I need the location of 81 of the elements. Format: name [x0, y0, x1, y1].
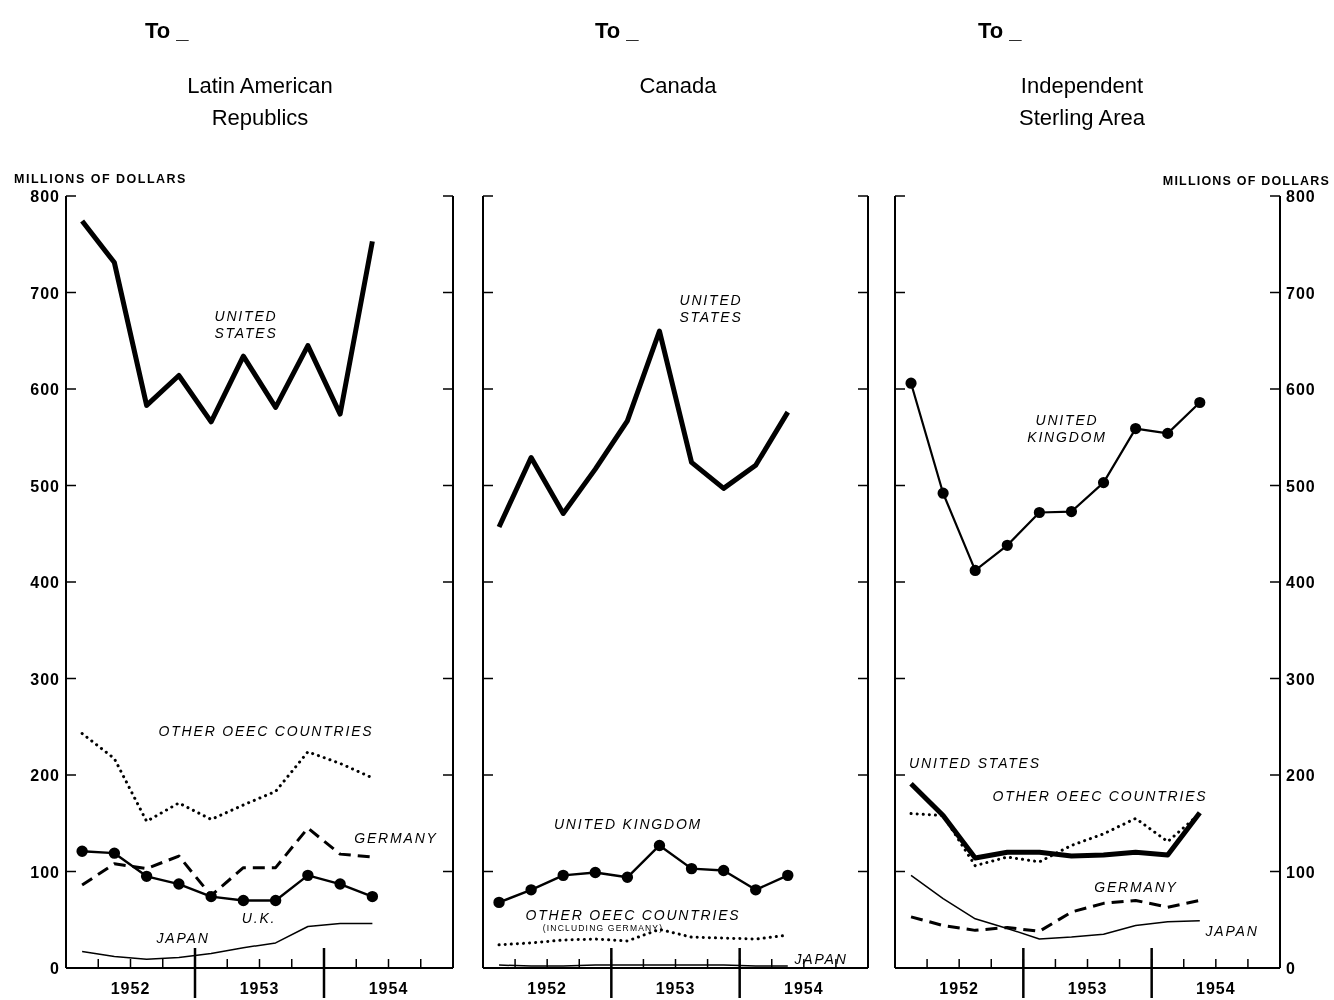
point [237, 894, 250, 907]
series-label: U.K. [241, 910, 277, 926]
series-label: JAPAN [793, 951, 848, 967]
point [653, 839, 666, 852]
point [937, 487, 949, 499]
chart-subtitle: Latin American Republics [186, 72, 334, 132]
y-tick-label: 800 [30, 188, 60, 205]
point [1162, 427, 1174, 439]
series-label: OTHER OEEC COUNTRIES [992, 788, 1208, 804]
y2-tick-label: 0 [1286, 960, 1296, 977]
series-label: UNITED KINGDOM [1027, 412, 1107, 445]
x-tick-label: 1953 [1067, 980, 1108, 997]
text: UNITED STATES [214, 308, 278, 341]
point [302, 869, 314, 882]
point [557, 869, 569, 882]
point [905, 377, 917, 389]
point [525, 884, 537, 896]
point [140, 870, 153, 883]
chart-subtitle: Independent Sterling Area [1018, 72, 1146, 132]
annotation: (INCLUDING GERMANY) [542, 923, 664, 933]
y-tick-label: 100 [30, 863, 60, 881]
y2-axis-title: MILLIONS OF DOLLARS [1162, 174, 1330, 188]
y2-tick-label: 500 [1286, 477, 1316, 495]
text: UNITED KINGDOM [553, 816, 703, 832]
point [1097, 477, 1110, 489]
y-tick-label: 600 [30, 381, 60, 398]
series-label: OTHER OEEC COUNTRIES [525, 907, 741, 923]
series-label: GERMANY [354, 830, 438, 846]
x-tick-label: 1953 [655, 980, 696, 997]
x-tick-label: 1952 [527, 980, 567, 997]
point [269, 894, 282, 907]
chart-title: To _ [145, 18, 189, 44]
point [76, 845, 88, 857]
chart-title: To _ [978, 18, 1022, 44]
y-tick-label: 200 [30, 767, 60, 784]
y2-tick-label: 100 [1286, 863, 1316, 881]
y2-tick-label: 800 [1286, 188, 1316, 205]
point [366, 890, 379, 903]
point [173, 878, 185, 890]
y2-tick-label: 700 [1286, 284, 1316, 302]
point [1194, 396, 1206, 409]
x-tick-label: 1954 [1196, 980, 1236, 997]
point [782, 869, 794, 882]
y2-tick-label: 300 [1286, 670, 1316, 688]
y-tick-label: 0 [50, 960, 60, 977]
point [750, 884, 762, 896]
series-label: JAPAN [155, 930, 210, 946]
chart-title: To _ [595, 18, 639, 44]
point [717, 864, 730, 877]
point [969, 564, 981, 577]
point [493, 896, 505, 909]
x-tick-label: 1954 [784, 980, 824, 997]
point [1065, 505, 1078, 518]
point [205, 890, 217, 903]
y-tick-label: 400 [30, 574, 60, 591]
y-tick-label: 700 [30, 284, 60, 302]
line-series [910, 874, 1201, 940]
point [108, 847, 121, 859]
x-tick-label: 1953 [239, 980, 280, 997]
point [621, 871, 634, 883]
point [685, 862, 698, 875]
point [1033, 506, 1045, 519]
y2-tick-label: 200 [1286, 767, 1316, 784]
y-axis-title: MILLIONS OF DOLLARS [14, 172, 187, 186]
series-label: UNITED STATES [909, 755, 1041, 771]
y2-tick-label: 600 [1286, 381, 1316, 398]
point [334, 878, 346, 890]
x-tick-label: 1954 [368, 980, 409, 997]
point [1001, 539, 1013, 551]
text: OTHER OEEC COUNTRIES [158, 723, 374, 739]
y-tick-label: 500 [30, 477, 60, 495]
chart-subtitle: Canada [638, 72, 718, 100]
y-tick-label: 300 [30, 670, 60, 688]
point [1130, 422, 1142, 435]
x-tick-label: 1952 [939, 980, 979, 997]
y2-tick-label: 400 [1286, 574, 1316, 591]
series-label: JAPAN [1204, 923, 1259, 939]
point [589, 866, 601, 879]
series-label: UNITED STATES [679, 292, 743, 325]
x-tick-label: 1952 [110, 980, 151, 997]
series-label: GERMANY [1094, 879, 1178, 895]
